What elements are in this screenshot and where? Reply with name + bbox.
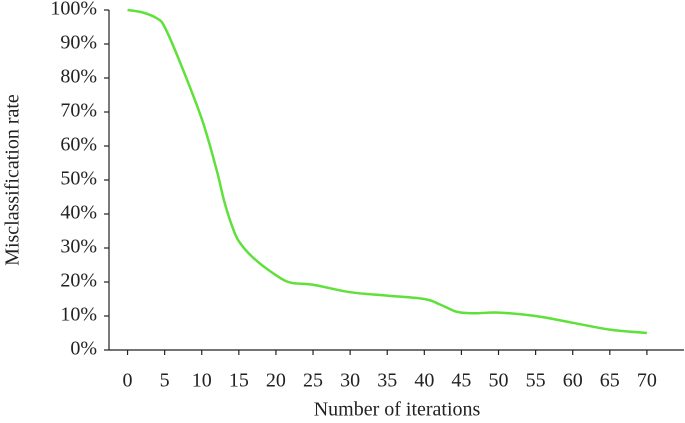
x-axis-title: Number of iterations (314, 399, 481, 421)
y-tick-label: 60% (60, 134, 97, 156)
x-tick-label: 20 (266, 370, 286, 392)
x-tick-label: 60 (563, 370, 583, 392)
y-tick-label: 90% (60, 32, 97, 54)
x-tick-label: 30 (340, 370, 360, 392)
x-tick-label: 45 (451, 370, 471, 392)
data-line (127, 8, 648, 335)
x-tick-label: 55 (526, 370, 546, 392)
x-tick-label: 65 (600, 370, 620, 392)
y-tick-label: 20% (60, 270, 97, 292)
y-tick-label: 30% (60, 236, 97, 258)
y-tick-label: 0% (70, 338, 97, 360)
x-tick-label: 70 (637, 370, 657, 392)
x-tick-label: 40 (414, 370, 434, 392)
y-tick-label: 70% (60, 100, 97, 122)
x-tick-label: 25 (303, 370, 323, 392)
y-tick-label: 40% (60, 202, 97, 224)
y-tick-label: 100% (50, 0, 97, 20)
x-tick-label: 10 (192, 370, 212, 392)
y-tick-label: 80% (60, 66, 97, 88)
y-tick-label: 10% (60, 304, 97, 326)
x-tick-label: 0 (123, 370, 133, 392)
y-tick-label: 50% (60, 168, 97, 190)
x-tick-label: 5 (160, 370, 170, 392)
y-axis-title: Misclassification rate (2, 94, 24, 266)
x-tick-label: 50 (489, 370, 509, 392)
x-tick-label: 35 (377, 370, 397, 392)
x-tick-label: 15 (229, 370, 249, 392)
